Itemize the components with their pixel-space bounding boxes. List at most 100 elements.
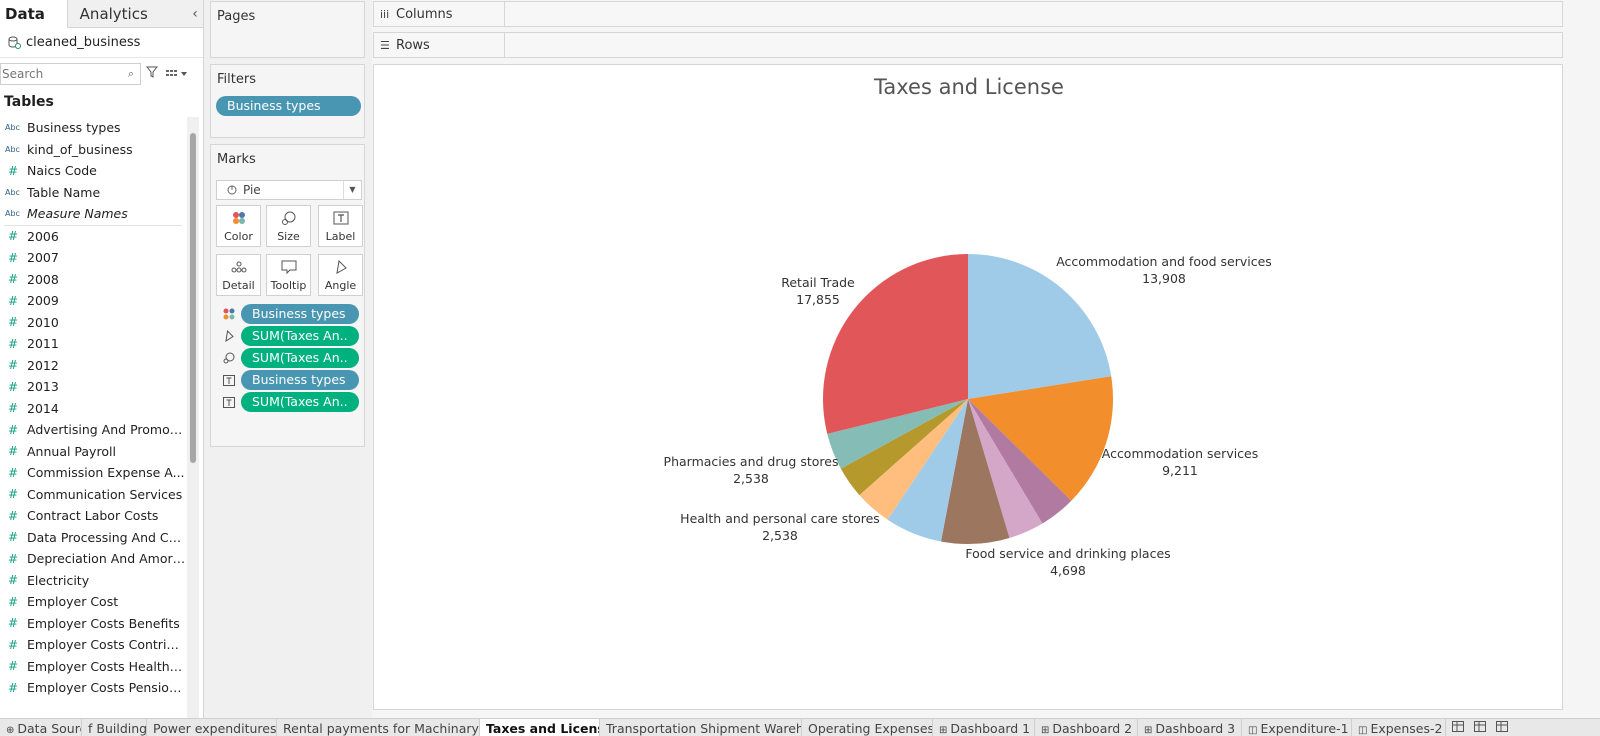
sheet-tab[interactable]: Taxes and License [480,719,600,736]
pie-slice[interactable] [968,376,1113,501]
columns-shelf[interactable]: iii Columns [373,1,1563,27]
pie-slice[interactable] [968,254,1112,399]
field-item[interactable]: # Depreciation And Amorti... [0,548,186,570]
slice-name-label: Accommodation services [1102,446,1259,461]
tables-heading: Tables [4,94,54,110]
search-input[interactable] [1,64,123,84]
sheet-tab[interactable]: ◫ Expenses-2 [1352,719,1446,736]
scrollbar-thumb[interactable] [190,133,196,463]
tab-analytics[interactable]: Analytics [79,5,148,23]
label-button[interactable]: Label [318,205,363,247]
measure-type-icon: # [8,358,19,373]
sheet-tab[interactable]: ◫ Expenditure-1 [1242,719,1352,736]
mark-type-dropdown[interactable]: Pie ▼ [216,180,362,200]
detail-button[interactable]: Detail [216,254,261,296]
field-item[interactable]: # Communication Services [0,484,186,506]
pie-slice[interactable] [859,399,968,520]
label-label: Label [325,230,356,243]
field-item[interactable]: # Naics Code [0,160,186,182]
field-item[interactable]: #2010 [0,312,186,334]
measure-type-icon: # [8,465,19,480]
pie-slice[interactable] [887,399,968,542]
collapse-pane-icon[interactable]: ‹ [192,6,198,22]
tab-data[interactable]: Data [0,0,68,28]
sheet-tab[interactable]: ⊞ Dashboard 3 [1138,719,1242,736]
sheet-tab-bar: ⊕Data Source f Building Power expenditures… [0,718,1600,736]
field-item[interactable]: # Commission Expense A... [0,462,186,484]
pie-slice[interactable] [827,399,968,469]
sheet-tab-label: Dashboard 1 [950,721,1031,736]
field-item[interactable]: #2011 [0,333,186,355]
field-item[interactable]: #2013 [0,376,186,398]
field-item[interactable]: # Employer Costs Health I... [0,656,186,678]
pie-slice[interactable] [968,399,1043,538]
new-story-icon[interactable] [1496,720,1508,735]
slice-name-label: Accommodation and food services [1056,254,1272,269]
datasource-item[interactable]: cleaned_business [0,28,203,58]
field-label: Communication Services [27,486,183,502]
field-item[interactable]: Abc Business types [0,117,186,139]
sheet-tab[interactable]: Power expenditures [147,719,277,736]
string-type-icon: Abc [5,123,20,133]
rows-shelf[interactable]: ☰ Rows [373,32,1563,58]
field-item[interactable]: # Employer Costs Contrib... [0,634,186,656]
field-item[interactable]: # Advertising And Promoti... [0,419,186,441]
field-item[interactable]: # Employer Costs Pension... [0,677,186,699]
sheet-tab[interactable]: Transportation Shipment Wareh... [600,719,802,736]
size-pill-sum-taxes[interactable]: SUM(Taxes An.. [241,348,359,368]
view-options-button[interactable] [166,69,194,79]
field-item[interactable]: # Electricity [0,570,186,592]
field-list-scrollbar[interactable] [187,117,199,718]
dashboard-icon: ⊞ [1144,725,1153,736]
measure-type-icon: # [8,616,19,631]
field-item[interactable]: # Employer Cost [0,591,186,613]
pie-slice[interactable] [941,399,1010,544]
field-item[interactable]: Abc Table Name [0,182,186,204]
field-item[interactable]: #2007 [0,247,186,269]
slice-value-label: 13,908 [1142,271,1186,286]
field-item[interactable]: #2006 [0,226,186,248]
field-item[interactable]: #2012 [0,355,186,377]
sheet-tab[interactable]: f Building [82,719,147,736]
field-item[interactable]: Abc Measure Names [0,203,186,225]
field-item[interactable]: # Annual Payroll [0,441,186,463]
color-label: Color [224,230,253,243]
angle-button[interactable]: Angle [318,254,363,296]
sheet-tab[interactable]: Rental payments for Machinary [277,719,480,736]
slice-name-label: Retail Trade [781,275,855,290]
chart-title: Taxes and License [874,75,1064,99]
color-pill-business-types[interactable]: Business types [241,304,359,324]
field-item[interactable]: # Contract Labor Costs [0,505,186,527]
field-item[interactable]: #2009 [0,290,186,312]
sheet-tab[interactable]: ⊞ Dashboard 1 [933,719,1035,736]
sheet-tab-label: Dashboard 2 [1052,721,1133,736]
filters-label: Filters [217,72,256,87]
tooltip-label: Tooltip [270,279,307,292]
filter-icon[interactable] [145,66,162,82]
label-icon [216,396,241,408]
slice-name-label: Food service and drinking places [965,546,1170,561]
sheet-tab[interactable]: Operating Expenses [802,719,933,736]
new-worksheet-icon[interactable] [1452,720,1464,735]
pages-card[interactable]: Pages [210,1,365,58]
field-item[interactable]: # Data Processing And Co... [0,527,186,549]
angle-icon [319,255,362,279]
new-dashboard-icon[interactable] [1474,720,1486,735]
label-pill-sum-taxes[interactable]: SUM(Taxes An.. [241,392,359,412]
filter-pill-business-types[interactable]: Business types [216,96,361,116]
color-button[interactable]: Color [216,205,261,247]
pie-slice[interactable] [823,254,968,434]
size-button[interactable]: Size [266,205,311,247]
sheet-tab[interactable]: ⊕Data Source [0,719,82,736]
pie-slice[interactable] [840,399,968,496]
label-pill-business-types[interactable]: Business types [241,370,359,390]
tooltip-button[interactable]: Tooltip [266,254,311,296]
angle-pill-sum-taxes[interactable]: SUM(Taxes An.. [241,326,359,346]
filters-card[interactable]: Filters Business types [210,64,365,138]
pie-slice[interactable] [968,399,1072,524]
sheet-tab[interactable]: ⊞ Dashboard 2 [1035,719,1138,736]
field-item[interactable]: #2008 [0,269,186,291]
field-item[interactable]: #2014 [0,398,186,420]
field-item[interactable]: # Employer Costs Benefits [0,613,186,635]
field-item[interactable]: Abc kind_of_business [0,139,186,161]
